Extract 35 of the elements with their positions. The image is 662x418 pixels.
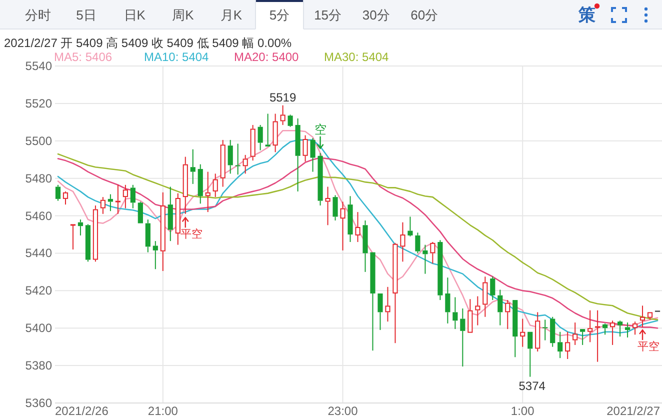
annotation: 平空	[638, 340, 660, 353]
y-tick-label: 5380	[25, 358, 52, 373]
text: 30分	[362, 8, 390, 22]
y-tick-label: 5540	[25, 59, 52, 73]
y-tick-label: 5440	[25, 246, 52, 260]
text: 月K	[220, 8, 242, 22]
y-tick-label: 5400	[25, 321, 52, 336]
text: MA30: 5404	[324, 50, 390, 64]
text: 15分	[314, 8, 342, 22]
text: MA10: 5404	[144, 50, 210, 64]
x-tick-label: 21:00	[148, 404, 178, 418]
text: MA20: 5400	[234, 50, 300, 64]
annotation: 5374	[518, 378, 546, 393]
x-tick-label: 1:00	[510, 404, 535, 418]
text: 日K	[124, 8, 146, 22]
text: MA5: 5406	[54, 50, 112, 64]
text: 5日	[76, 8, 96, 22]
x-tick-label: 23:00	[328, 404, 358, 418]
annotation: 平空	[180, 228, 202, 241]
annotation: 5519	[269, 90, 296, 104]
y-tick-label: 5500	[25, 134, 52, 148]
y-tick-label: 5480	[25, 171, 52, 186]
y-tick-label: 5460	[25, 208, 52, 223]
annotation: 空	[314, 122, 326, 136]
y-tick-label: 5360	[25, 396, 52, 410]
y-tick-label: 5520	[25, 96, 52, 110]
text: 策	[578, 6, 596, 24]
text: 周K	[172, 8, 194, 22]
x-tick-label: 2021/2/26	[55, 404, 109, 418]
x-tick-label: 2021/2/27	[606, 404, 660, 418]
chart-subtitle: 2021/2/27 开 5409 高 5409 收 5409 低 5409 幅 0.00%	[4, 36, 292, 50]
text: 60分	[410, 8, 438, 22]
text: 分时	[25, 8, 51, 22]
text: 5分	[269, 8, 290, 22]
y-tick-label: 5420	[25, 284, 52, 298]
